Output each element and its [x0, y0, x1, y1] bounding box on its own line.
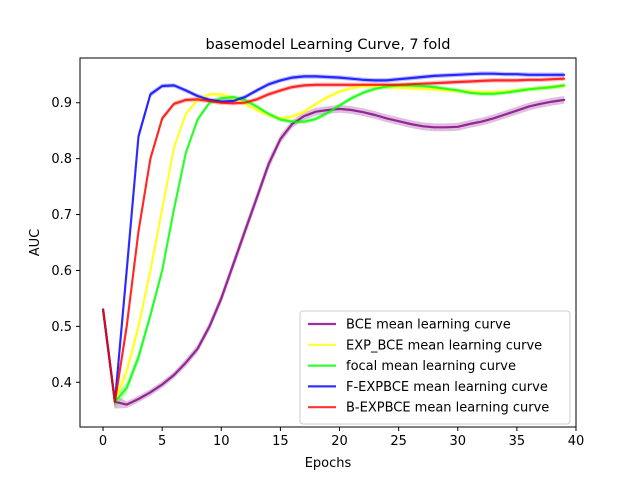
series-lines — [101, 72, 566, 406]
y-tick-label-0-7: 0.7 — [51, 208, 72, 223]
legend-label-f-expbce-mean-learning-curve: F-EXPBCE mean learning curve — [346, 380, 548, 395]
legend-label-exp-bce-mean-learning-curve: EXP_BCE mean learning curve — [346, 338, 542, 353]
plot-frame — [79, 57, 577, 428]
focal-mean-learning-curve-line — [101, 84, 566, 403]
exp-bce-mean-learning-curve-line — [101, 84, 566, 403]
legend-label-b-expbce-mean-learning-curve: B-EXPBCE mean learning curve — [346, 401, 549, 416]
legend-label-focal-mean-learning-curve: focal mean learning curve — [346, 359, 516, 374]
x-tick-label-10: 10 — [213, 434, 230, 449]
y-tick-label-0-5: 0.5 — [51, 320, 72, 335]
x-tick-label-40: 40 — [568, 434, 585, 449]
chart-title: basemodel Learning Curve, 7 fold — [206, 37, 451, 53]
x-tick-label-20: 20 — [331, 434, 348, 449]
legend-label-bce-mean-learning-curve: BCE mean learning curve — [346, 318, 511, 333]
y-tick-label-0-8: 0.8 — [51, 152, 72, 167]
x-axis-label: Epochs — [305, 456, 352, 471]
y-axis-ticks: 0.4 0.5 0.6 0.7 0.8 0.9 — [51, 96, 80, 391]
x-tick-label-0: 0 — [99, 434, 107, 449]
x-tick-label-15: 15 — [272, 434, 289, 449]
legend: BCE mean learning curve EXP_BCE mean lear… — [299, 310, 571, 425]
f-expbce-mean-learning-curve-line — [101, 72, 566, 403]
x-tick-label-35: 35 — [509, 434, 526, 449]
b-expbce-mean-learning-curve-line — [101, 77, 566, 403]
y-axis-label: AUC — [28, 229, 43, 257]
y-tick-label-0-4: 0.4 — [51, 376, 72, 391]
x-tick-label-30: 30 — [449, 434, 466, 449]
x-axis-ticks: 0 5 10 15 20 25 30 35 40 — [99, 427, 584, 449]
y-tick-label-0-9: 0.9 — [51, 96, 72, 111]
legend-box — [299, 310, 571, 425]
x-tick-label-25: 25 — [390, 434, 407, 449]
x-tick-label-5: 5 — [158, 434, 166, 449]
y-tick-label-0-6: 0.6 — [51, 264, 72, 279]
